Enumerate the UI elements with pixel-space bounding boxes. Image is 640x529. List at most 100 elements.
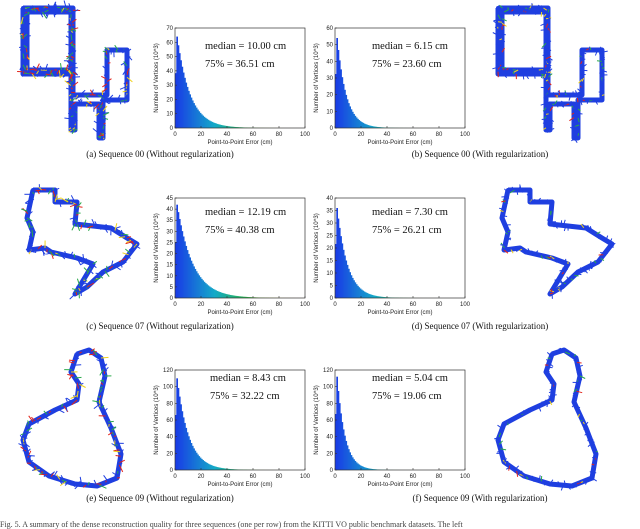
x-tick-label: 60 (410, 474, 417, 480)
y-tick-label: 25 (166, 240, 173, 246)
pose-arrow (534, 74, 535, 79)
y-tick-label: 5 (330, 284, 334, 290)
caption-a: (a) Sequence 00 (Without regularization) (0, 149, 320, 159)
pose-arrow (602, 99, 604, 100)
pose-arrow (22, 69, 23, 76)
pose-arrow (48, 188, 49, 190)
caption-d: (d) Sequence 07 (With regularization) (320, 321, 640, 331)
x-tick-label: 0 (333, 474, 337, 480)
median-text: median = 7.30 cm (372, 204, 448, 222)
pose-arrow (498, 63, 499, 68)
trajectory-plot-d (490, 172, 630, 322)
pose-arrow (574, 275, 578, 276)
caption-b: (b) Sequence 00 (With regularization) (320, 149, 640, 159)
pose-arrow (62, 9, 63, 12)
y-tick-label: 20 (166, 97, 173, 103)
y-axis-label: Number of Vertices (10^3) (154, 43, 160, 113)
y-axis-label: Number of Vertices (10^3) (154, 385, 160, 455)
x-tick-label: 80 (276, 474, 283, 480)
pose-arrow (40, 474, 48, 475)
pose-arrow (534, 407, 536, 408)
start-point (550, 352, 554, 356)
y-tick-label: 25 (326, 234, 333, 240)
y-tick-label: 80 (166, 401, 173, 407)
pose-arrow (547, 402, 548, 407)
pose-arrow (519, 248, 520, 250)
pose-arrow (42, 190, 47, 191)
pose-arrow (563, 282, 564, 286)
percentile-text: 75% = 23.60 cm (372, 56, 448, 74)
stats-e: median = 8.43 cm 75% = 32.22 cm (210, 370, 286, 406)
pose-arrow (585, 100, 586, 102)
pose-arrow (503, 216, 508, 217)
median-text: median = 12.19 cm (205, 204, 286, 222)
y-tick-label: 80 (326, 401, 333, 407)
y-tick-label: 70 (166, 26, 173, 32)
pose-arrow (578, 133, 579, 136)
pose-arrow (81, 284, 87, 285)
y-tick-label: 10 (326, 109, 333, 115)
y-tick-label: 10 (166, 274, 173, 280)
trajectory-plot-e (15, 344, 155, 494)
x-tick-label: 100 (460, 132, 471, 138)
trajectory-plot-b (490, 0, 630, 150)
pose-arrow (501, 197, 506, 198)
trajectory-plot-c (15, 172, 155, 322)
pose-arrow (578, 113, 583, 114)
median-text: median = 6.15 cm (372, 38, 448, 56)
x-tick-label: 100 (460, 474, 471, 480)
pose-arrow (79, 104, 85, 105)
pose-arrow (535, 479, 539, 480)
trajectory-plot-f (490, 344, 630, 494)
pose-arrow (553, 395, 557, 396)
pose-arrow (501, 429, 502, 431)
y-tick-label: 20 (326, 93, 333, 99)
pose-arrow (55, 190, 56, 193)
pose-arrow (75, 377, 82, 378)
x-tick-label: 0 (173, 302, 177, 308)
pose-arrow (22, 58, 23, 61)
x-tick-label: 60 (410, 302, 417, 308)
x-axis-label: Point-to-Point Error (cm) (367, 140, 432, 146)
start-point (506, 188, 510, 192)
y-tick-label: 100 (323, 385, 334, 391)
pose-arrow (100, 380, 104, 381)
pose-arrow (597, 61, 602, 62)
x-tick-label: 80 (436, 132, 443, 138)
x-tick-label: 60 (250, 474, 257, 480)
pose-arrow (542, 119, 546, 120)
x-tick-label: 0 (333, 302, 337, 308)
pose-arrow (73, 365, 81, 366)
median-text: median = 10.00 cm (205, 38, 286, 56)
pose-arrow (577, 363, 582, 364)
x-tick-label: 80 (436, 474, 443, 480)
pose-arrow (24, 438, 27, 439)
x-axis-label: Point-to-Point Error (cm) (207, 482, 272, 488)
pose-arrow (26, 203, 30, 204)
pose-arrow (107, 61, 108, 64)
start-point (21, 6, 25, 10)
x-tick-label: 0 (173, 474, 177, 480)
pose-arrow (550, 119, 551, 121)
pose-arrow (504, 461, 508, 462)
x-tick-label: 40 (384, 132, 391, 138)
pose-arrow (27, 455, 35, 456)
pose-arrow (602, 60, 603, 64)
pose-arrow (104, 409, 105, 414)
percentile-text: 75% = 36.51 cm (205, 56, 286, 74)
median-text: median = 5.04 cm (372, 370, 448, 388)
y-tick-label: 60 (166, 40, 173, 46)
y-tick-label: 40 (326, 435, 333, 441)
caption-c: (c) Sequence 07 (Without regularization) (0, 321, 320, 331)
x-tick-label: 40 (224, 302, 231, 308)
y-tick-label: 120 (323, 368, 334, 374)
pose-arrow (101, 401, 102, 406)
pose-arrow (573, 274, 574, 277)
pose-arrow (506, 239, 507, 244)
y-tick-label: 40 (326, 59, 333, 65)
pose-arrow (548, 358, 551, 359)
pose-arrow (530, 191, 531, 195)
pose-arrow (602, 80, 605, 81)
